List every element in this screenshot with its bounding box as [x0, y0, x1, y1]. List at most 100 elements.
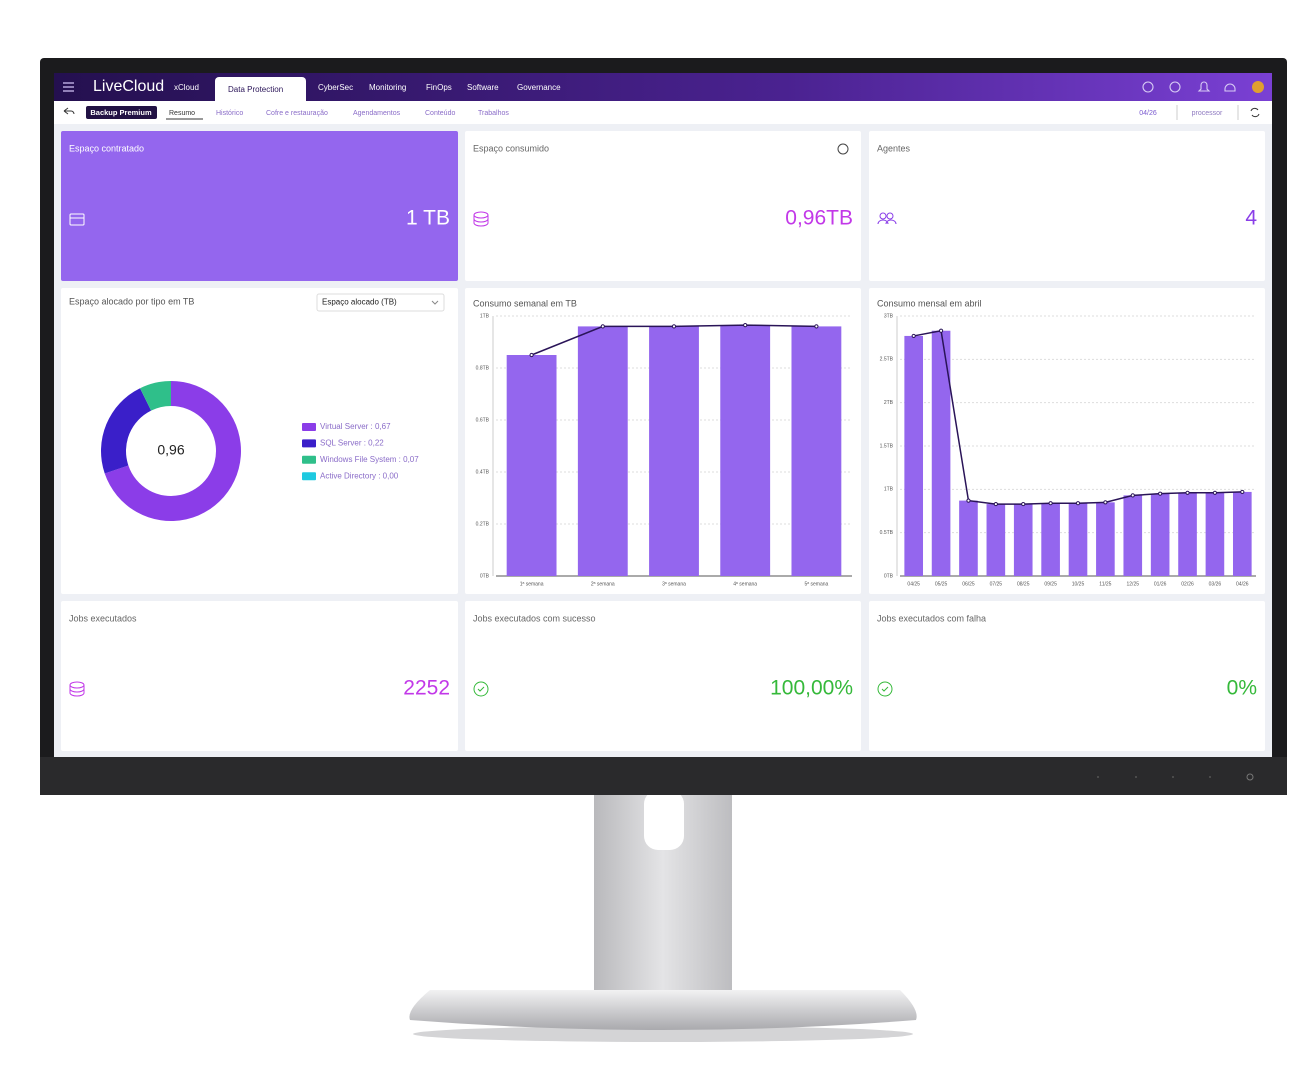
legend-label: Windows File System : 0,07	[320, 455, 419, 464]
subnav-tab[interactable]: Resumo	[169, 110, 195, 117]
chin	[40, 757, 1287, 795]
y-tick-label: 0.8TB	[476, 365, 490, 371]
card-icon	[473, 681, 489, 697]
card-icon	[877, 212, 897, 225]
subnav-tab[interactable]: Conteúdo	[425, 110, 455, 117]
x-tick-label: 3ª semana	[662, 581, 686, 587]
y-tick-label: 3TB	[884, 313, 894, 319]
bar	[959, 500, 978, 576]
bar	[1013, 504, 1033, 576]
bar	[904, 335, 924, 576]
bar	[1041, 503, 1060, 576]
legend-swatch	[302, 423, 316, 431]
x-tick-label: 12/25	[1127, 581, 1140, 587]
y-tick-label: 0TB	[884, 573, 894, 579]
x-tick-label: 04/25	[907, 581, 920, 587]
bar	[1150, 493, 1170, 576]
stand-hole	[644, 790, 684, 850]
header-icons	[1142, 81, 1236, 93]
x-tick-label: 10/25	[1072, 581, 1085, 587]
donut-segment	[104, 381, 241, 521]
trend-point	[1048, 501, 1053, 506]
icon-part	[877, 219, 897, 225]
legend-label: Virtual Server : 0,67	[320, 422, 391, 431]
donut-segment	[101, 388, 152, 474]
subnav-tab[interactable]: Cofre e restauração	[266, 110, 328, 117]
info-icon[interactable]	[837, 143, 849, 155]
base-shadow	[413, 1026, 913, 1042]
y-tick-label: 0.6TB	[476, 417, 490, 423]
period-select[interactable]: 04/26	[1139, 110, 1157, 117]
icon-part	[477, 686, 485, 692]
card-value: 2252	[403, 677, 450, 700]
x-tick-label: 11/25	[1099, 581, 1111, 587]
trend-point	[1240, 489, 1245, 495]
bell-icon[interactable]	[1197, 81, 1211, 92]
bar	[791, 326, 842, 576]
nav-item[interactable]: Software	[467, 83, 499, 92]
donut-center: 0,96	[157, 442, 184, 458]
cards: Espaço contratado 1 TB Espaço consumido 0,9…	[61, 131, 1265, 751]
select-label[interactable]: Espaço alocado (TB)	[322, 298, 397, 307]
menu-icon[interactable]	[63, 82, 74, 92]
x-tick-label: 5ª semana	[804, 581, 828, 587]
bar	[986, 504, 1006, 576]
back-icon[interactable]	[63, 107, 75, 115]
nav-item[interactable]: FinOps	[426, 83, 452, 92]
donut-segment	[140, 381, 171, 411]
icon-part	[877, 681, 893, 697]
select-box[interactable]	[316, 293, 445, 312]
nav-item[interactable]: xCloud	[174, 83, 199, 92]
support-icon[interactable]	[1224, 83, 1236, 92]
subnav-tab[interactable]: Agendamentos	[353, 110, 401, 117]
card-title: Agentes	[877, 143, 911, 153]
brand-logo[interactable]: LiveCloud	[93, 78, 164, 95]
subnav-tab[interactable]: Histórico	[216, 110, 243, 117]
nav-item[interactable]: Governance	[517, 83, 561, 92]
card-value: 4	[1245, 207, 1257, 230]
x-tick-label: 04/26	[1236, 581, 1249, 587]
x-tick-label: 01/26	[1154, 581, 1167, 587]
history-icon[interactable]	[1142, 81, 1154, 93]
trend-point	[1075, 501, 1081, 506]
bar	[931, 330, 951, 576]
chart-title: Consumo semanal em TB	[473, 298, 577, 308]
x-tick-label: 09/25	[1044, 581, 1057, 587]
x-tick-label: 2ª semana	[591, 581, 615, 587]
filter-input[interactable]: processor	[1192, 110, 1223, 117]
card-value: 1 TB	[406, 207, 450, 230]
card	[465, 131, 861, 281]
subnav-tab[interactable]: Trabalhos	[478, 110, 509, 117]
charts: Espaço alocado por tipo em TB Espaço aloc…	[61, 288, 1265, 594]
nav-item[interactable]: Monitoring	[369, 83, 406, 92]
avatar[interactable]	[1252, 81, 1264, 93]
trend-point	[938, 328, 944, 333]
x-tick-label: 02/26	[1181, 581, 1194, 587]
bar	[506, 355, 557, 576]
y-tick-label: 0.2TB	[476, 521, 490, 527]
card-value: 0,96TB	[785, 207, 853, 230]
icon-part	[881, 686, 889, 692]
trend-point	[529, 352, 534, 358]
y-tick-label: 0.5TB	[880, 530, 894, 536]
trend-point	[1212, 490, 1218, 495]
icon-part	[69, 685, 85, 697]
card	[61, 601, 458, 751]
y-tick-label: 2TB	[884, 400, 894, 406]
card	[61, 131, 458, 281]
x-tick-label: 07/25	[990, 581, 1003, 587]
trend-point	[911, 333, 916, 339]
nav-item[interactable]: CyberSec	[318, 83, 353, 92]
bar	[1178, 492, 1197, 576]
chart-title: Consumo mensal em abril	[877, 298, 982, 308]
badge-text: Backup Premium	[90, 108, 152, 117]
billing-icon[interactable]	[1169, 81, 1181, 93]
nav-item[interactable]: Data Protection	[228, 85, 283, 94]
trend-point	[1158, 491, 1163, 496]
trend-point	[993, 501, 998, 507]
card	[465, 601, 861, 751]
x-tick-label: 06/25	[962, 581, 975, 587]
refresh-icon[interactable]	[1250, 107, 1260, 118]
y-tick-label: 1TB	[884, 487, 894, 493]
